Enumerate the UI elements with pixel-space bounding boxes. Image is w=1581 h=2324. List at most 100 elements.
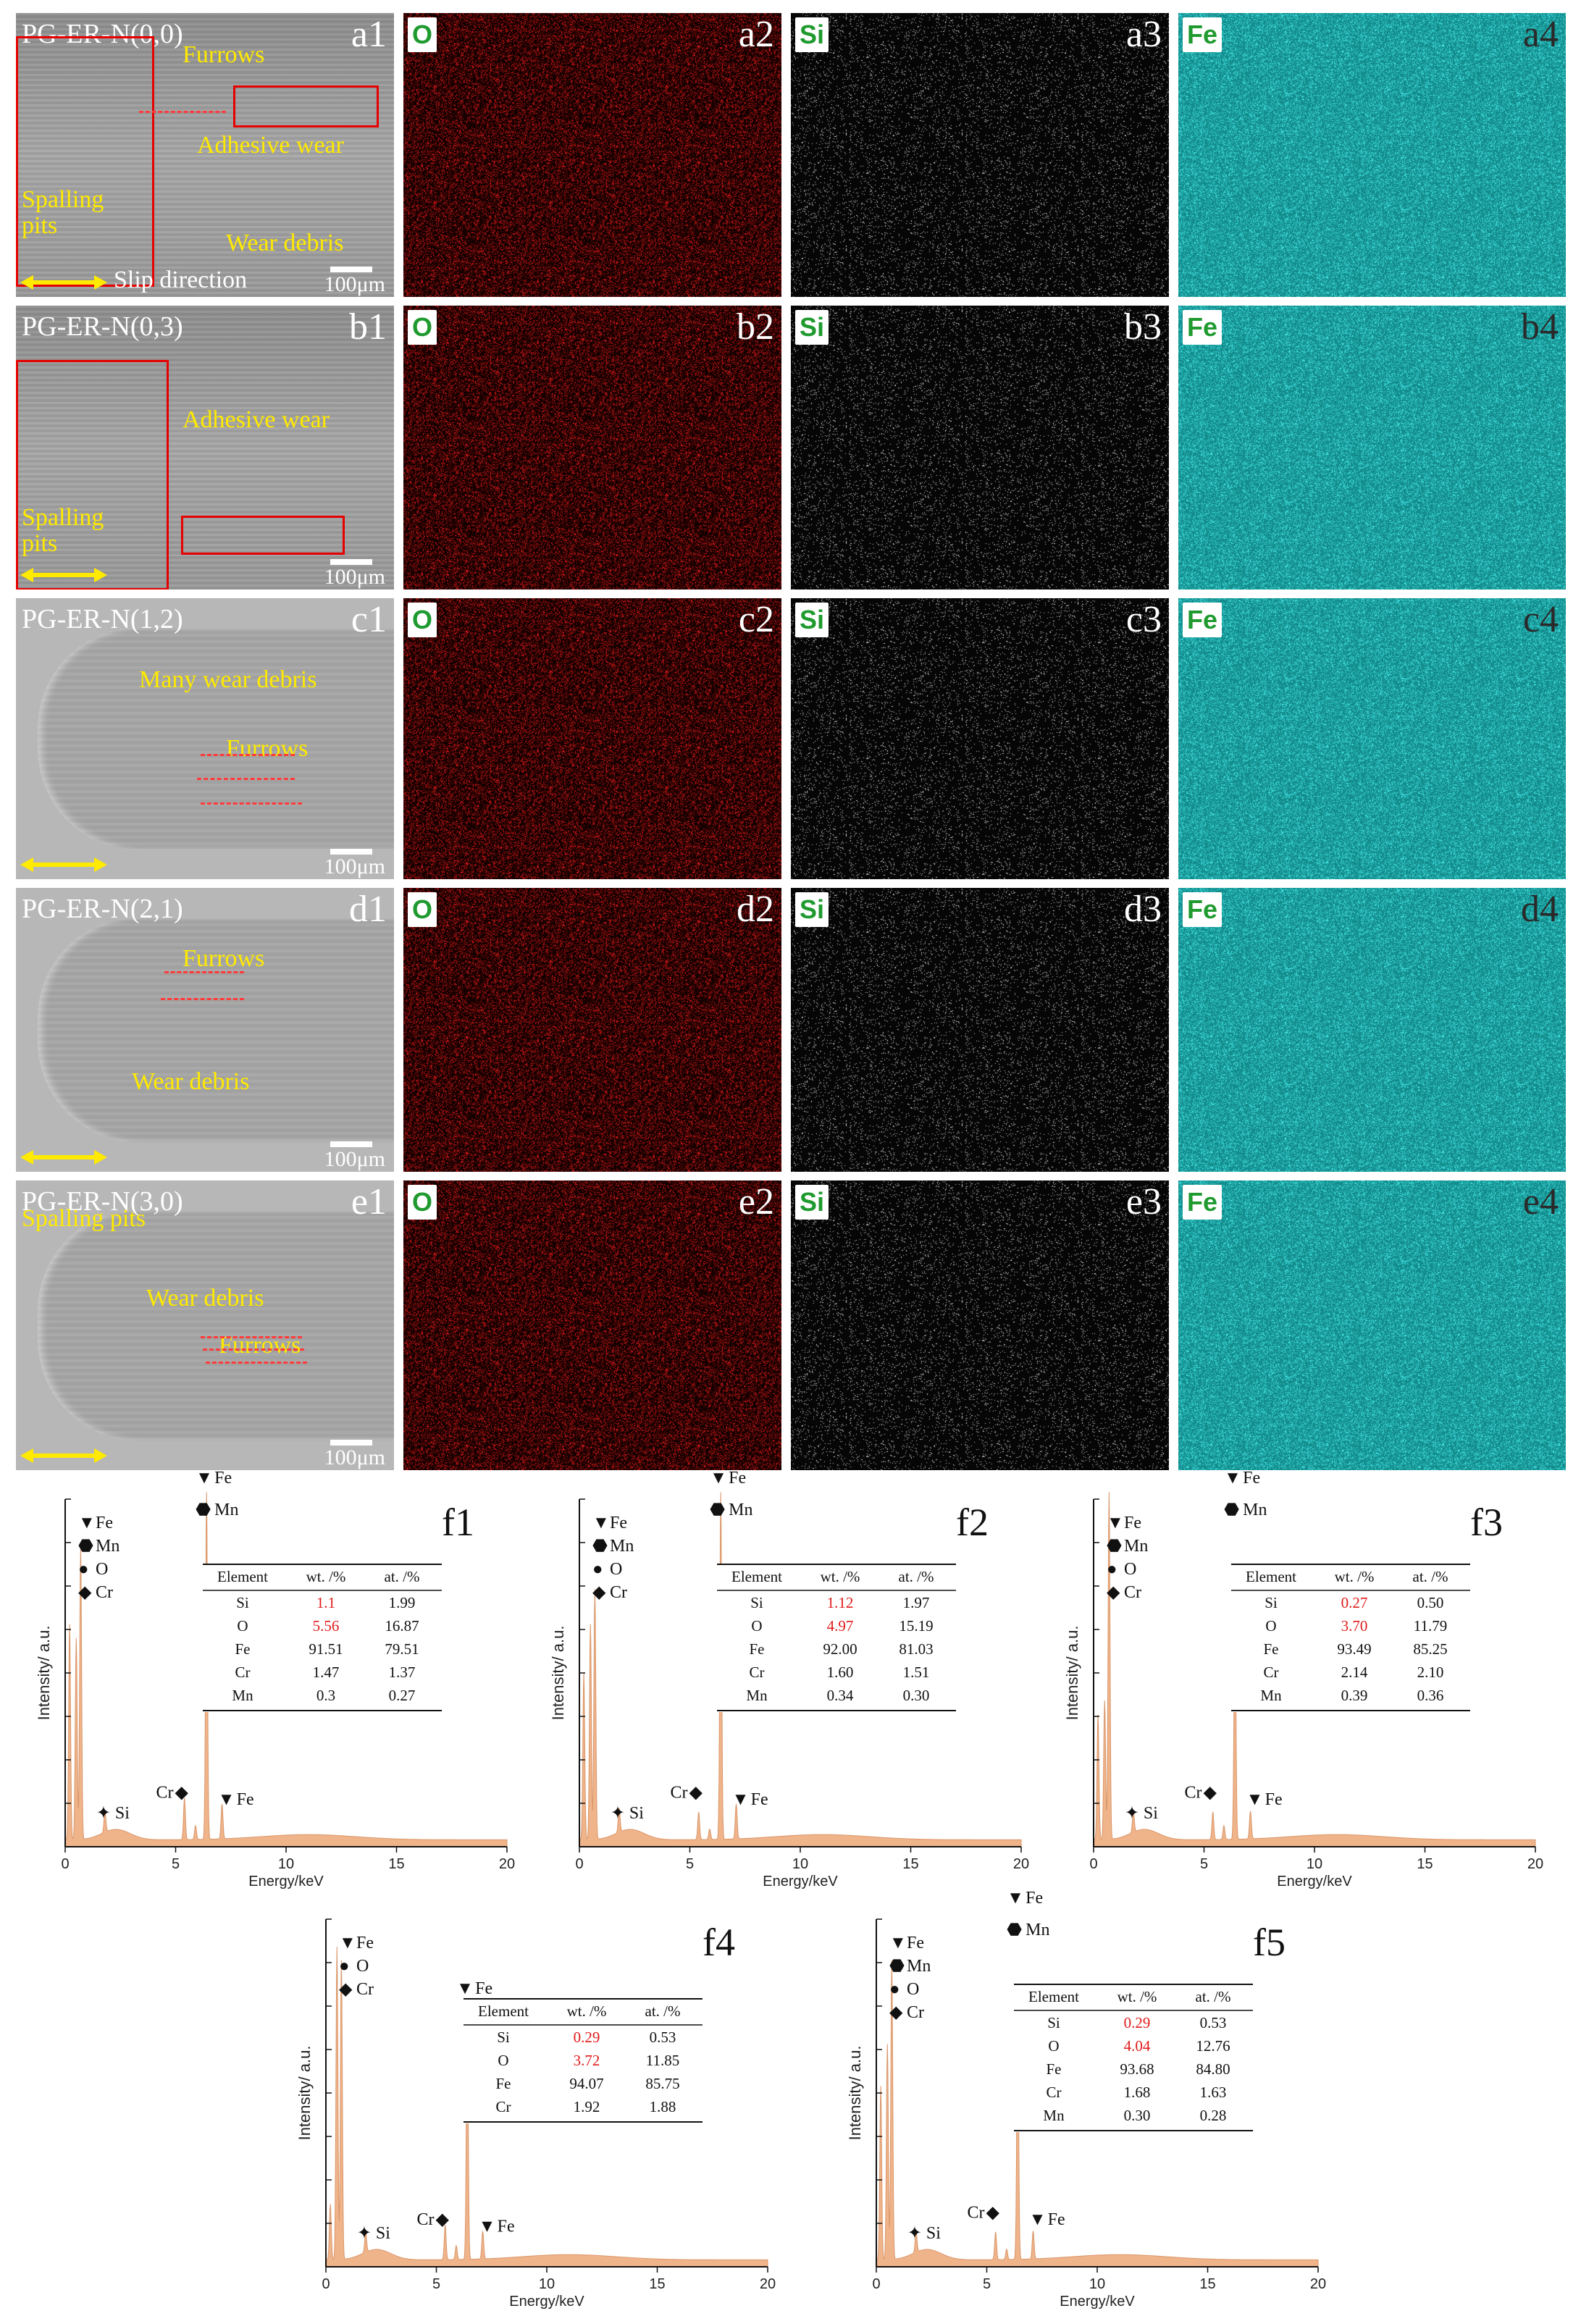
peak-label-cr: Cr ◆ [417, 2210, 450, 2229]
table-cell: 1.99 [389, 1594, 416, 1611]
panel-label: a1 [351, 14, 387, 55]
legend-label: O [356, 1957, 369, 1976]
panel-label: e4 [1522, 1181, 1559, 1222]
peak-label-cr: Cr ◆ [968, 2203, 1000, 2222]
peak-label-fe: ▼ Fe [1029, 2210, 1065, 2229]
table-cell: 0.28 [1200, 2107, 1227, 2124]
element-tag-si: Si [795, 310, 829, 345]
legend-item-cr: ◆ Cr [1107, 1583, 1141, 1602]
fe-marker-icon: ▼ [1007, 1889, 1024, 1908]
annotation-label: Spalling pits [22, 504, 104, 557]
fe-marker-icon: ▼ [592, 1514, 610, 1532]
table-cell: Fe [750, 1640, 765, 1658]
panel-label: b1 [349, 306, 387, 348]
panel-b3: Si b3 [791, 306, 1169, 590]
table-cell: Si [497, 2029, 510, 2046]
table-cell: 0.50 [1417, 1594, 1444, 1611]
slip-direction-arrow-icon [20, 568, 107, 582]
o-marker-icon: ● [1107, 1560, 1117, 1579]
scale-label: 100μm [324, 1147, 385, 1171]
peak-label-cr: Cr ◆ [1185, 1783, 1217, 1802]
slip-direction-arrow-icon [20, 275, 107, 290]
o-marker-icon: ● [78, 1560, 89, 1579]
table-cell: 1.97 [903, 1594, 930, 1611]
legend-label: Cr [907, 2003, 924, 2022]
x-tick-label: 5 [172, 1856, 180, 1872]
table-cell: Fe [235, 1640, 251, 1658]
legend-item-cr: ◆ Cr [78, 1583, 113, 1602]
mn-marker-icon: ⬣ [889, 1957, 905, 1976]
peak-label-text: Fe [214, 1469, 232, 1488]
peak-label-text: Si [1144, 1804, 1158, 1823]
furrow-line [201, 802, 302, 805]
table-cell: 1.12 [827, 1594, 854, 1611]
legend-label: Fe [1124, 1514, 1141, 1532]
sample-name: PG-ER-N(0,3) [22, 311, 183, 342]
cr-marker-icon: ◆ [175, 1783, 189, 1802]
x-tick-label: 20 [1310, 2276, 1326, 2292]
table-background [717, 1564, 956, 1712]
x-tick-label: 10 [1307, 1856, 1322, 1872]
table-header-cell: at. /% [645, 2002, 681, 2020]
sample-name: PG-ER-N(3,0) [22, 1186, 183, 1217]
furrow-line [197, 778, 295, 780]
legend-label: Fe [356, 1934, 374, 1952]
x-tick-label: 20 [499, 1856, 515, 1872]
peak-label-text: Si [926, 2224, 941, 2243]
peak-label-text: Fe [729, 1469, 746, 1488]
legend-item-mn: ⬣ Mn [889, 1957, 931, 1976]
fe-marker-icon: ▼ [1029, 2210, 1047, 2229]
table-header-cell: Element [1246, 1568, 1296, 1585]
table-cell: 0.27 [1341, 1594, 1368, 1611]
peak-label-fe: ▼ Fe [1246, 1790, 1283, 1809]
fe-marker-icon: ▼ [456, 1979, 474, 1998]
legend-label: Fe [907, 1934, 924, 1952]
panel-a3: Si a3 [791, 13, 1169, 297]
panel-label: a2 [738, 14, 774, 55]
spectrum-area [325, 1947, 768, 2268]
element-tag-si: Si [795, 1185, 829, 1220]
table-cell: O [237, 1617, 248, 1635]
legend-item-o: ● O [78, 1560, 108, 1579]
scale-label: 100μm [324, 855, 385, 878]
legend-label: Cr [96, 1583, 113, 1602]
fe-marker-icon: ▼ [1107, 1514, 1124, 1532]
scale-bar [330, 849, 372, 855]
table-cell: Cr [1264, 1664, 1279, 1681]
panel-d3: Si d3 [791, 888, 1169, 1172]
legend-item-fe: ▼ Fe [78, 1514, 113, 1532]
fe-marker-icon: ▼ [339, 1934, 356, 1952]
element-tag-fe: Fe [1183, 892, 1223, 927]
table-header-cell: Element [731, 1568, 782, 1585]
peak-label-text: Si [629, 1804, 644, 1823]
spectrum-f5: 0 5 10 15 20 Energy/keV Intensity/ a.u. f5 ▼ Fe ⬣ M… [826, 1889, 1333, 2310]
table-cell: 0.27 [389, 1687, 416, 1704]
table-cell: 0.39 [1341, 1687, 1368, 1704]
x-tick-label: 15 [1417, 1856, 1433, 1872]
highlight-box [16, 36, 154, 287]
y-axis-title: Intensity/ a.u. [295, 2046, 314, 2141]
panel-label: d3 [1124, 889, 1162, 930]
legend-label: O [907, 1980, 919, 1999]
x-tick-label: 5 [983, 2276, 991, 2292]
table-cell: 84.80 [1196, 2060, 1230, 2078]
peak-label-text: Cr [671, 1783, 688, 1802]
table-cell: Si [750, 1594, 763, 1611]
y-axis-title: Intensity/ a.u. [549, 1626, 567, 1721]
peak-label-text: Mn [214, 1501, 238, 1519]
legend-label: Mn [610, 1537, 634, 1556]
legend-item-fe: ▼ Fe [889, 1934, 924, 1952]
fe-marker-icon: ▼ [732, 1790, 750, 1809]
legend-label: O [610, 1560, 622, 1579]
table-cell: 5.56 [313, 1617, 340, 1635]
table-cell: Cr [750, 1664, 765, 1681]
x-tick-label: 5 [432, 2276, 440, 2292]
annotation-label: Wear debris [132, 1068, 250, 1095]
spectrum-f3: 0 5 10 15 20 Energy/keV Intensity/ a.u. f3 ▼ Fe ⬣ M… [1043, 1469, 1550, 1890]
peak-label-fe: ▼ Fe [479, 2218, 515, 2236]
peak-label-text: Mn [1243, 1501, 1267, 1519]
panel-label: c2 [738, 599, 774, 640]
table-cell: Cr [235, 1664, 251, 1681]
